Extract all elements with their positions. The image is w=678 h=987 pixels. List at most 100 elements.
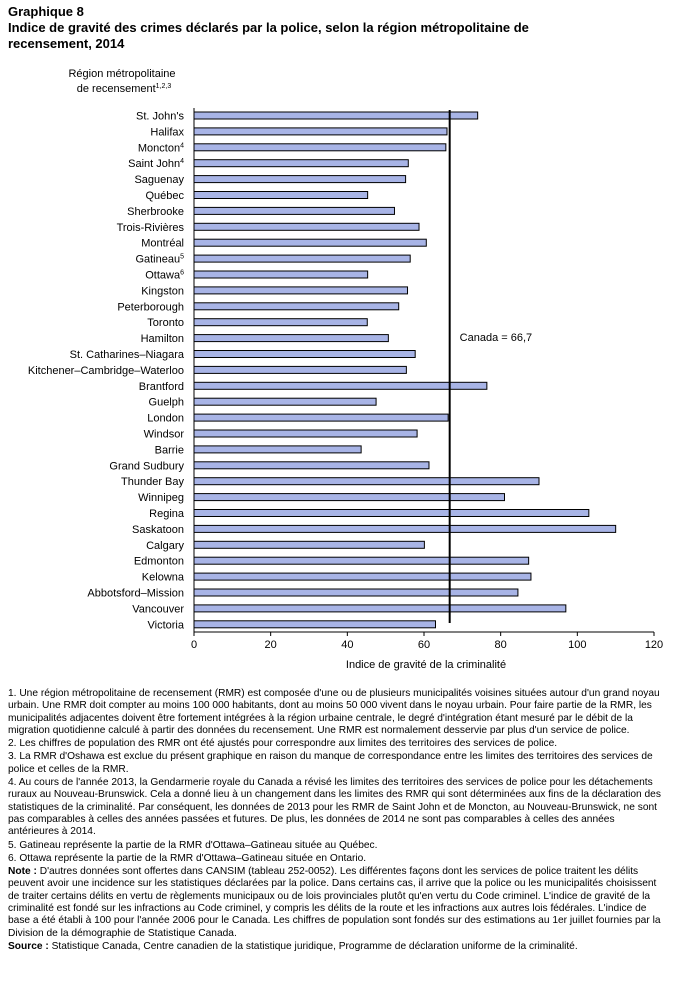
- category-label: Brantford: [139, 381, 184, 393]
- category-label: Calgary: [146, 540, 184, 552]
- y-axis-title-line1: Région métropolitaine: [68, 68, 175, 80]
- category-label: Trois-Rivières: [117, 222, 185, 234]
- x-axis-title: Indice de gravité de la criminalité: [346, 659, 506, 671]
- x-tick-label: 0: [191, 639, 197, 651]
- category-label: St. Catharines–Niagara: [70, 349, 185, 361]
- footnote: Source : Statistique Canada, Centre cana…: [8, 941, 668, 953]
- category-label-text: Guelph: [149, 397, 184, 409]
- category-label: Victoria: [148, 619, 185, 631]
- bar: [193, 318, 368, 327]
- chart-header: Graphique 8 Indice de gravité des crimes…: [8, 4, 668, 52]
- footnote-text: 5. Gatineau représente la partie de la R…: [8, 839, 378, 851]
- x-tick-label: 40: [341, 639, 353, 651]
- y-axis-title-footnote: 1,2,3: [156, 83, 172, 90]
- bar: [193, 509, 590, 517]
- footnote: 5. Gatineau représente la partie de la R…: [8, 840, 668, 852]
- category-label: Ottawa6: [145, 270, 184, 282]
- footnote: 3. La RMR d'Oshawa est exclue du présent…: [8, 751, 668, 776]
- footnote-text: Statistique Canada, Centre canadien de l…: [48, 940, 578, 952]
- chart-title: Indice de gravité des crimes déclarés pa…: [8, 20, 529, 51]
- category-footnote: 5: [180, 254, 184, 261]
- category-label: Kitchener–Cambridge–Waterloo: [28, 365, 184, 377]
- bar: [193, 445, 362, 454]
- bar: [193, 143, 447, 152]
- category-label-text: Montréal: [141, 238, 184, 250]
- category-label: Sherbrooke: [127, 206, 184, 218]
- category-label-text: Québec: [145, 190, 184, 202]
- category-label: Vancouver: [132, 603, 184, 615]
- bar: [193, 588, 519, 597]
- footnote-text: 1. Une région métropolitaine de recensem…: [8, 688, 660, 736]
- bar: [193, 477, 540, 486]
- bar: [193, 540, 425, 549]
- x-tick-label: 120: [645, 639, 663, 651]
- y-axis-title-line2: de recensement1,2,3: [77, 83, 172, 95]
- category-label-text: Moncton: [138, 142, 180, 154]
- category-label: St. John's: [136, 111, 184, 123]
- category-label-text: Ottawa: [145, 270, 181, 282]
- category-label-text: Saguenay: [134, 174, 184, 186]
- category-label-text: Saskatoon: [132, 524, 184, 536]
- bar: [193, 620, 436, 629]
- category-footnote: 4: [180, 142, 184, 149]
- bar: [193, 365, 407, 374]
- bar: [193, 206, 395, 215]
- bar: [193, 159, 409, 168]
- category-label: Edmonton: [134, 556, 184, 568]
- bar: [193, 175, 407, 184]
- category-label: London: [147, 413, 184, 425]
- bar: [193, 397, 377, 406]
- category-label-text: Winnipeg: [138, 492, 184, 504]
- bar-chart: Région métropolitaine de recensement1,2,…: [28, 68, 663, 671]
- footnote-text: 6. Ottawa représente la partie de la RMR…: [8, 852, 367, 864]
- bar: [193, 429, 418, 438]
- bars: [193, 111, 617, 629]
- category-label: Thunder Bay: [121, 476, 184, 488]
- category-label: Halifax: [150, 126, 184, 138]
- category-label-text: Edmonton: [134, 556, 184, 568]
- x-tick-label: 60: [418, 639, 430, 651]
- bar: [193, 334, 389, 343]
- category-label-text: Kingston: [141, 285, 184, 297]
- footnote-text: 2. Les chiffres de population des RMR on…: [8, 738, 558, 750]
- bar: [193, 222, 420, 231]
- category-label-text: Kitchener–Cambridge–Waterloo: [28, 365, 184, 377]
- category-label: Peterborough: [117, 301, 184, 313]
- category-label: Moncton4: [138, 142, 184, 154]
- category-label: Winnipeg: [138, 492, 184, 504]
- category-label-text: Halifax: [150, 126, 184, 138]
- category-label: Kingston: [141, 285, 184, 297]
- category-label: Saint John4: [128, 158, 184, 170]
- category-label: Hamilton: [141, 333, 184, 345]
- bar: [193, 604, 567, 613]
- footnote: 1. Une région métropolitaine de recensem…: [8, 688, 668, 737]
- footnote-label: Note :: [8, 866, 37, 878]
- category-label-text: Trois-Rivières: [117, 222, 185, 234]
- category-footnote: 6: [180, 270, 184, 277]
- canada-reference-label: Canada = 66,7: [460, 332, 532, 344]
- category-label-text: St. John's: [136, 111, 184, 123]
- category-label-text: Peterborough: [117, 301, 184, 313]
- bar: [193, 381, 488, 390]
- category-label-text: London: [147, 413, 184, 425]
- category-label-text: Toronto: [147, 317, 184, 329]
- footnote-text: 3. La RMR d'Oshawa est exclue du présent…: [8, 751, 653, 775]
- category-label-text: Windsor: [144, 429, 185, 441]
- category-label: Grand Sudbury: [109, 460, 184, 472]
- footnote: 4. Au cours de l'année 2013, la Gendarme…: [8, 777, 668, 838]
- category-label: Regina: [149, 508, 185, 520]
- bar: [193, 111, 479, 120]
- category-label-text: Kelowna: [142, 572, 185, 584]
- bar: [193, 524, 617, 533]
- footnote: Note : D'autres données sont offertes da…: [8, 866, 668, 940]
- category-label-text: Regina: [149, 508, 185, 520]
- footnote: 6. Ottawa représente la partie de la RMR…: [8, 853, 668, 865]
- x-tick-label: 20: [265, 639, 277, 651]
- category-label: Guelph: [149, 397, 184, 409]
- bar: [193, 413, 449, 422]
- footnote-label: Source :: [8, 940, 49, 952]
- footnote-text: D'autres données sont offertes dans CANS…: [8, 866, 661, 939]
- bar: [193, 286, 409, 295]
- category-label-text: Vancouver: [132, 603, 184, 615]
- category-label-text: Victoria: [148, 619, 185, 631]
